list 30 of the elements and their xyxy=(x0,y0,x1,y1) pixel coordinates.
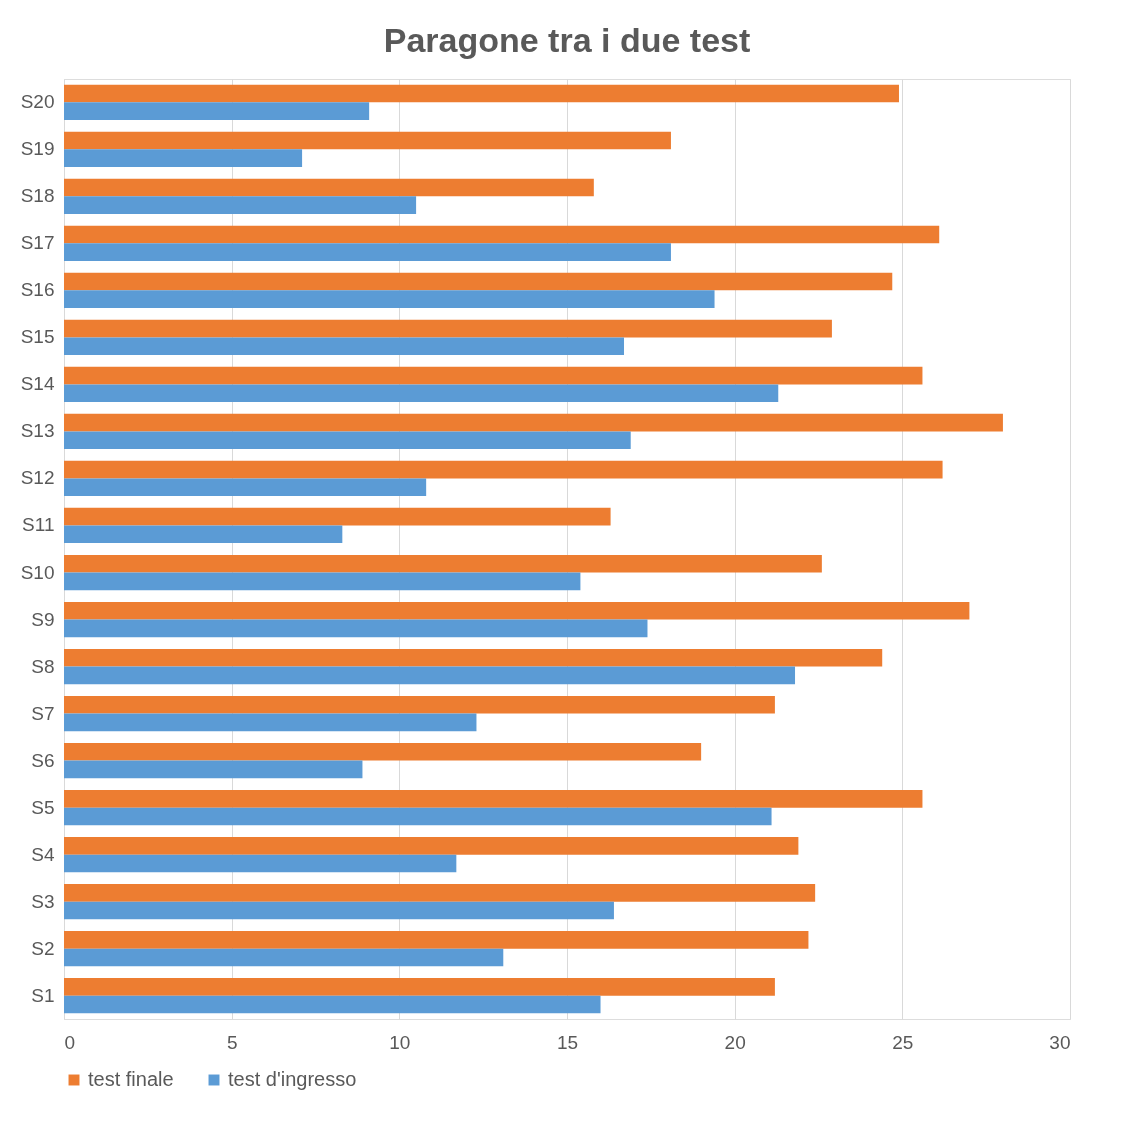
y-tick-label: S4 xyxy=(31,843,55,865)
y-tick-label: S13 xyxy=(20,420,55,442)
y-tick-label: S1 xyxy=(31,984,55,1006)
y-tick-label: S8 xyxy=(31,655,55,677)
y-tick-label: S7 xyxy=(31,702,55,724)
x-tick-label: 5 xyxy=(226,1031,238,1053)
y-tick-label: S11 xyxy=(22,514,55,536)
x-tick-label: 15 xyxy=(556,1031,579,1053)
x-tick-label: 0 xyxy=(64,1031,76,1053)
y-tick-label: S6 xyxy=(31,749,55,771)
x-tick-label: 10 xyxy=(389,1031,411,1053)
x-tick-label: 25 xyxy=(892,1031,914,1053)
y-tick-label: S16 xyxy=(20,279,55,301)
y-tick-label: S12 xyxy=(20,467,55,489)
y-tick-label: S2 xyxy=(31,937,55,959)
chart-title: Paragone tra i due test xyxy=(383,21,751,59)
y-tick-label: S9 xyxy=(31,608,55,630)
y-tick-label: S20 xyxy=(20,91,55,113)
x-tick-label: 20 xyxy=(724,1031,746,1053)
y-tick-label: S18 xyxy=(20,185,55,207)
y-tick-label: S17 xyxy=(20,232,55,254)
y-tick-label: S5 xyxy=(31,796,55,818)
y-tick-label: S3 xyxy=(31,890,55,912)
x-tick-label: 30 xyxy=(1049,1031,1071,1053)
y-tick-label: S15 xyxy=(20,326,55,348)
legend-label: test finale xyxy=(88,1068,174,1090)
y-tick-label: S14 xyxy=(20,373,55,395)
legend-label: test d'ingresso xyxy=(228,1068,357,1090)
y-tick-label: S10 xyxy=(20,561,55,583)
y-tick-label: S19 xyxy=(20,138,55,160)
